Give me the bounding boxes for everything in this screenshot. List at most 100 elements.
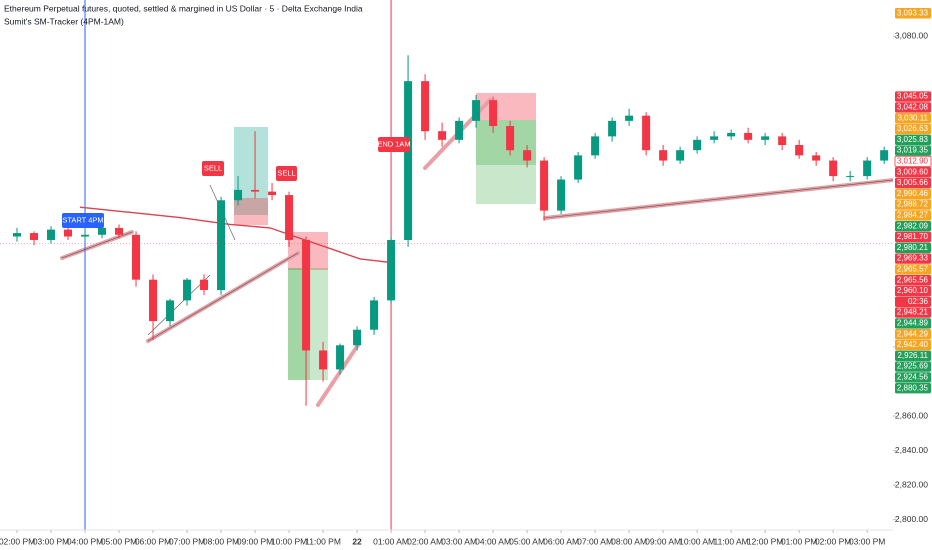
candle-body <box>591 136 600 156</box>
price-badge-label: 2,990.46 <box>897 189 929 198</box>
candle-body <box>625 115 634 121</box>
annotation-box <box>276 166 297 181</box>
candle-body <box>455 120 464 140</box>
annotation-text: END 1AM <box>377 139 410 148</box>
x-tick-label: 11:00 AM <box>713 536 748 546</box>
price-badge <box>895 102 931 113</box>
price-badge <box>895 231 931 243</box>
annotation-box <box>202 161 224 176</box>
candle-body <box>353 329 362 346</box>
price-badge-label: 2,965.57 <box>897 265 929 274</box>
y-tick-label: 2,860.00 <box>895 410 928 420</box>
price-badge <box>895 112 931 124</box>
x-tick-label: 02:00 PM <box>0 536 35 546</box>
candle-body <box>812 155 821 161</box>
candle-body <box>506 126 515 151</box>
candle-body <box>183 279 192 301</box>
trend-line <box>316 343 360 407</box>
candle-body <box>829 160 838 177</box>
candle-body <box>761 136 770 140</box>
candle-body <box>200 279 209 291</box>
price-badge <box>895 166 931 178</box>
price-badge <box>895 382 931 394</box>
moving-average <box>79 206 391 264</box>
x-tick-label: 22 <box>352 536 362 546</box>
trend-line-edge <box>61 231 133 259</box>
candle-body <box>98 227 107 235</box>
price-badge-label: 3,025.83 <box>897 135 929 144</box>
price-badge <box>895 8 931 19</box>
candle-body <box>710 136 719 140</box>
price-badge-label: 2,960.10 <box>897 286 929 295</box>
annotation-box <box>62 213 104 228</box>
candle-body <box>251 189 260 192</box>
candle-body <box>727 132 736 137</box>
candle-body <box>268 191 277 196</box>
candle-body <box>132 234 141 280</box>
price-badge <box>895 372 931 383</box>
price-badge <box>895 339 931 351</box>
candle-body <box>421 81 430 132</box>
trend-line-edge <box>544 179 894 219</box>
x-tick-label: 07:00 PM <box>169 536 205 546</box>
price-badge-label: 2,924.56 <box>897 373 929 382</box>
candle-body <box>166 300 175 322</box>
candle-body <box>234 189 243 201</box>
indicator-name: Sumit's SM-Tracker (4PM-1AM) <box>4 16 124 26</box>
price-badge-label: 2,944.89 <box>897 319 929 328</box>
candle-body <box>13 233 22 237</box>
candle-body <box>472 100 481 121</box>
x-tick-label: 06:00 PM <box>135 536 171 546</box>
price-badge <box>895 134 931 145</box>
candle-body <box>608 120 617 137</box>
candle-body <box>319 350 328 370</box>
candle-body <box>540 160 549 211</box>
price-badge-label: 2,944.29 <box>897 329 929 338</box>
x-tick-label: 03:00 PM <box>33 536 69 546</box>
candle-body <box>778 136 787 146</box>
candle-body <box>863 160 872 177</box>
candle-body <box>574 155 583 180</box>
price-badge-label: 2,948.21 <box>897 308 929 317</box>
price-badge-label: 2,925.69 <box>897 362 929 371</box>
price-badge-label: 2,988.72 <box>897 200 929 209</box>
price-badge-label: 3,009.60 <box>897 167 929 176</box>
candle-body <box>302 239 311 351</box>
target-box <box>476 120 536 204</box>
x-tick-label: 10:00 PM <box>271 536 307 546</box>
price-badge <box>895 285 931 297</box>
candle-body <box>489 100 498 127</box>
price-badge-label: 2,926.11 <box>897 351 928 360</box>
price-badge <box>895 361 931 372</box>
x-tick-label: 03:00 PM <box>849 536 885 546</box>
candle-body <box>642 115 651 151</box>
x-tick-label: 01:00 PM <box>781 536 817 546</box>
y-tick-label: 2,820.00 <box>895 479 928 489</box>
plot: START 4PM SELL SELL END 1AM <box>0 0 893 530</box>
price-badge-label: 3,012.90 <box>897 157 929 166</box>
target-box <box>234 127 268 215</box>
annotation-box <box>378 137 410 152</box>
price-badge-label: 3,026.63 <box>897 124 929 133</box>
stop-box <box>234 198 268 225</box>
x-tick-label: 08:00 AM <box>611 536 647 546</box>
x-tick-label: 12:00 PM <box>747 536 783 546</box>
price-badge <box>895 210 931 221</box>
candle-body <box>115 227 124 235</box>
price-badge <box>895 264 931 275</box>
candle-body <box>30 233 39 240</box>
price-badge-label: 2,980.21 <box>897 243 929 252</box>
annotation-text: SELL <box>204 163 222 172</box>
trend-line-edge <box>147 252 299 342</box>
x-tick-label: 02:00 AM <box>407 536 443 546</box>
price-badge <box>895 91 931 102</box>
candle-body <box>880 150 889 161</box>
candle-body <box>285 195 294 240</box>
candle-body <box>149 279 158 322</box>
price-badge-label: 2,984.27 <box>897 211 929 220</box>
x-tick-label: 03:00 AM <box>441 536 477 546</box>
price-badge-label: 3,030.11 <box>897 113 928 122</box>
chart-title: Ethereum Perpetual futures, quoted, sett… <box>4 3 363 13</box>
candle-body <box>47 229 56 240</box>
